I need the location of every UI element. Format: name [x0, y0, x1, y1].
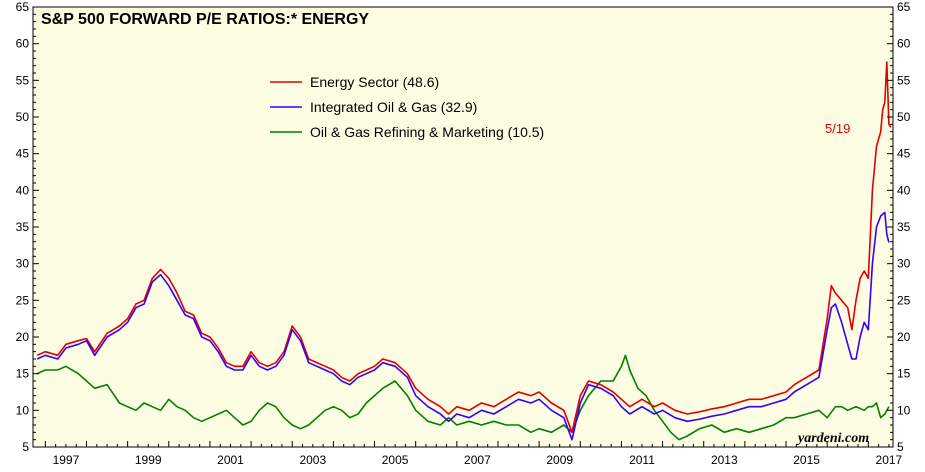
series-line-2 [36, 354, 890, 441]
x-tick-label: 2003 [299, 453, 326, 467]
y-tick-label-left: 60 [16, 37, 30, 51]
y-tick-label-right: 15 [897, 367, 911, 381]
y-axis-left: 5 10 15 20 25 30 35 40 45 50 55 60 65 [16, 0, 39, 454]
y-tick-label-right: 25 [897, 293, 911, 307]
y-tick-label-left: 65 [16, 0, 30, 14]
y-tick-label-left: 5 [22, 440, 29, 454]
y-tick-label-right: 45 [897, 147, 911, 161]
chart-title: S&P 500 FORWARD P/E RATIOS:* ENERGY [41, 11, 369, 28]
y-tick-label-right: 65 [897, 0, 911, 14]
x-tick-label: 2017 [876, 453, 903, 467]
x-tick-label: 2007 [464, 453, 491, 467]
y-tick-label-right: 20 [897, 330, 911, 344]
y-tick-label-right: 30 [897, 257, 911, 271]
y-tick-label-left: 50 [16, 110, 30, 124]
watermark-yardeni: yardeni.com [796, 431, 869, 446]
y-tick-label-left: 40 [16, 183, 30, 197]
x-tick-label: 2013 [711, 453, 738, 467]
y-tick-label-right: 10 [897, 403, 911, 417]
x-tick-label: 2009 [546, 453, 573, 467]
x-tick-label: 2005 [382, 453, 409, 467]
y-tick-label-left: 15 [16, 367, 30, 381]
y-tick-label-right: 5 [897, 440, 904, 454]
y-tick-label-right: 55 [897, 73, 911, 87]
y-tick-label-left: 30 [16, 257, 30, 271]
x-tick-label: 2011 [629, 453, 655, 467]
plot-background [33, 7, 893, 447]
series-layer [36, 61, 892, 441]
legend-label-0: Energy Sector (48.6) [310, 74, 439, 90]
y-tick-label-left: 55 [16, 73, 30, 87]
x-tick-label: 1997 [53, 453, 80, 467]
x-tick-label: 1999 [135, 453, 162, 467]
y-tick-label-right: 40 [897, 183, 911, 197]
y-tick-label-right: 35 [897, 220, 911, 234]
legend: Energy Sector (48.6) Integrated Oil & Gas… [270, 74, 544, 140]
y-tick-label-left: 10 [16, 403, 30, 417]
y-tick-label-right: 50 [897, 110, 911, 124]
y-axis-right: 5 10 15 20 25 30 35 40 45 50 55 60 65 [887, 0, 911, 454]
y-tick-label-right: 60 [897, 37, 911, 51]
y-tick-label-left: 35 [16, 220, 30, 234]
series-line-1 [36, 211, 890, 441]
y-tick-label-left: 20 [16, 330, 30, 344]
y-tick-label-left: 25 [16, 293, 30, 307]
x-axis: 1997 1999 2001 2003 2005 2007 2009 2011 2013 2015… [44, 441, 903, 467]
y-tick-label-left: 45 [16, 147, 30, 161]
date-annotation: 5/19 [825, 121, 850, 136]
legend-label-1: Integrated Oil & Gas (32.9) [310, 99, 477, 115]
x-tick-label: 2001 [217, 453, 244, 467]
series-line-0 [36, 61, 892, 434]
x-tick-label: 2015 [793, 453, 820, 467]
legend-label-2: Oil & Gas Refining & Marketing (10.5) [310, 124, 544, 140]
